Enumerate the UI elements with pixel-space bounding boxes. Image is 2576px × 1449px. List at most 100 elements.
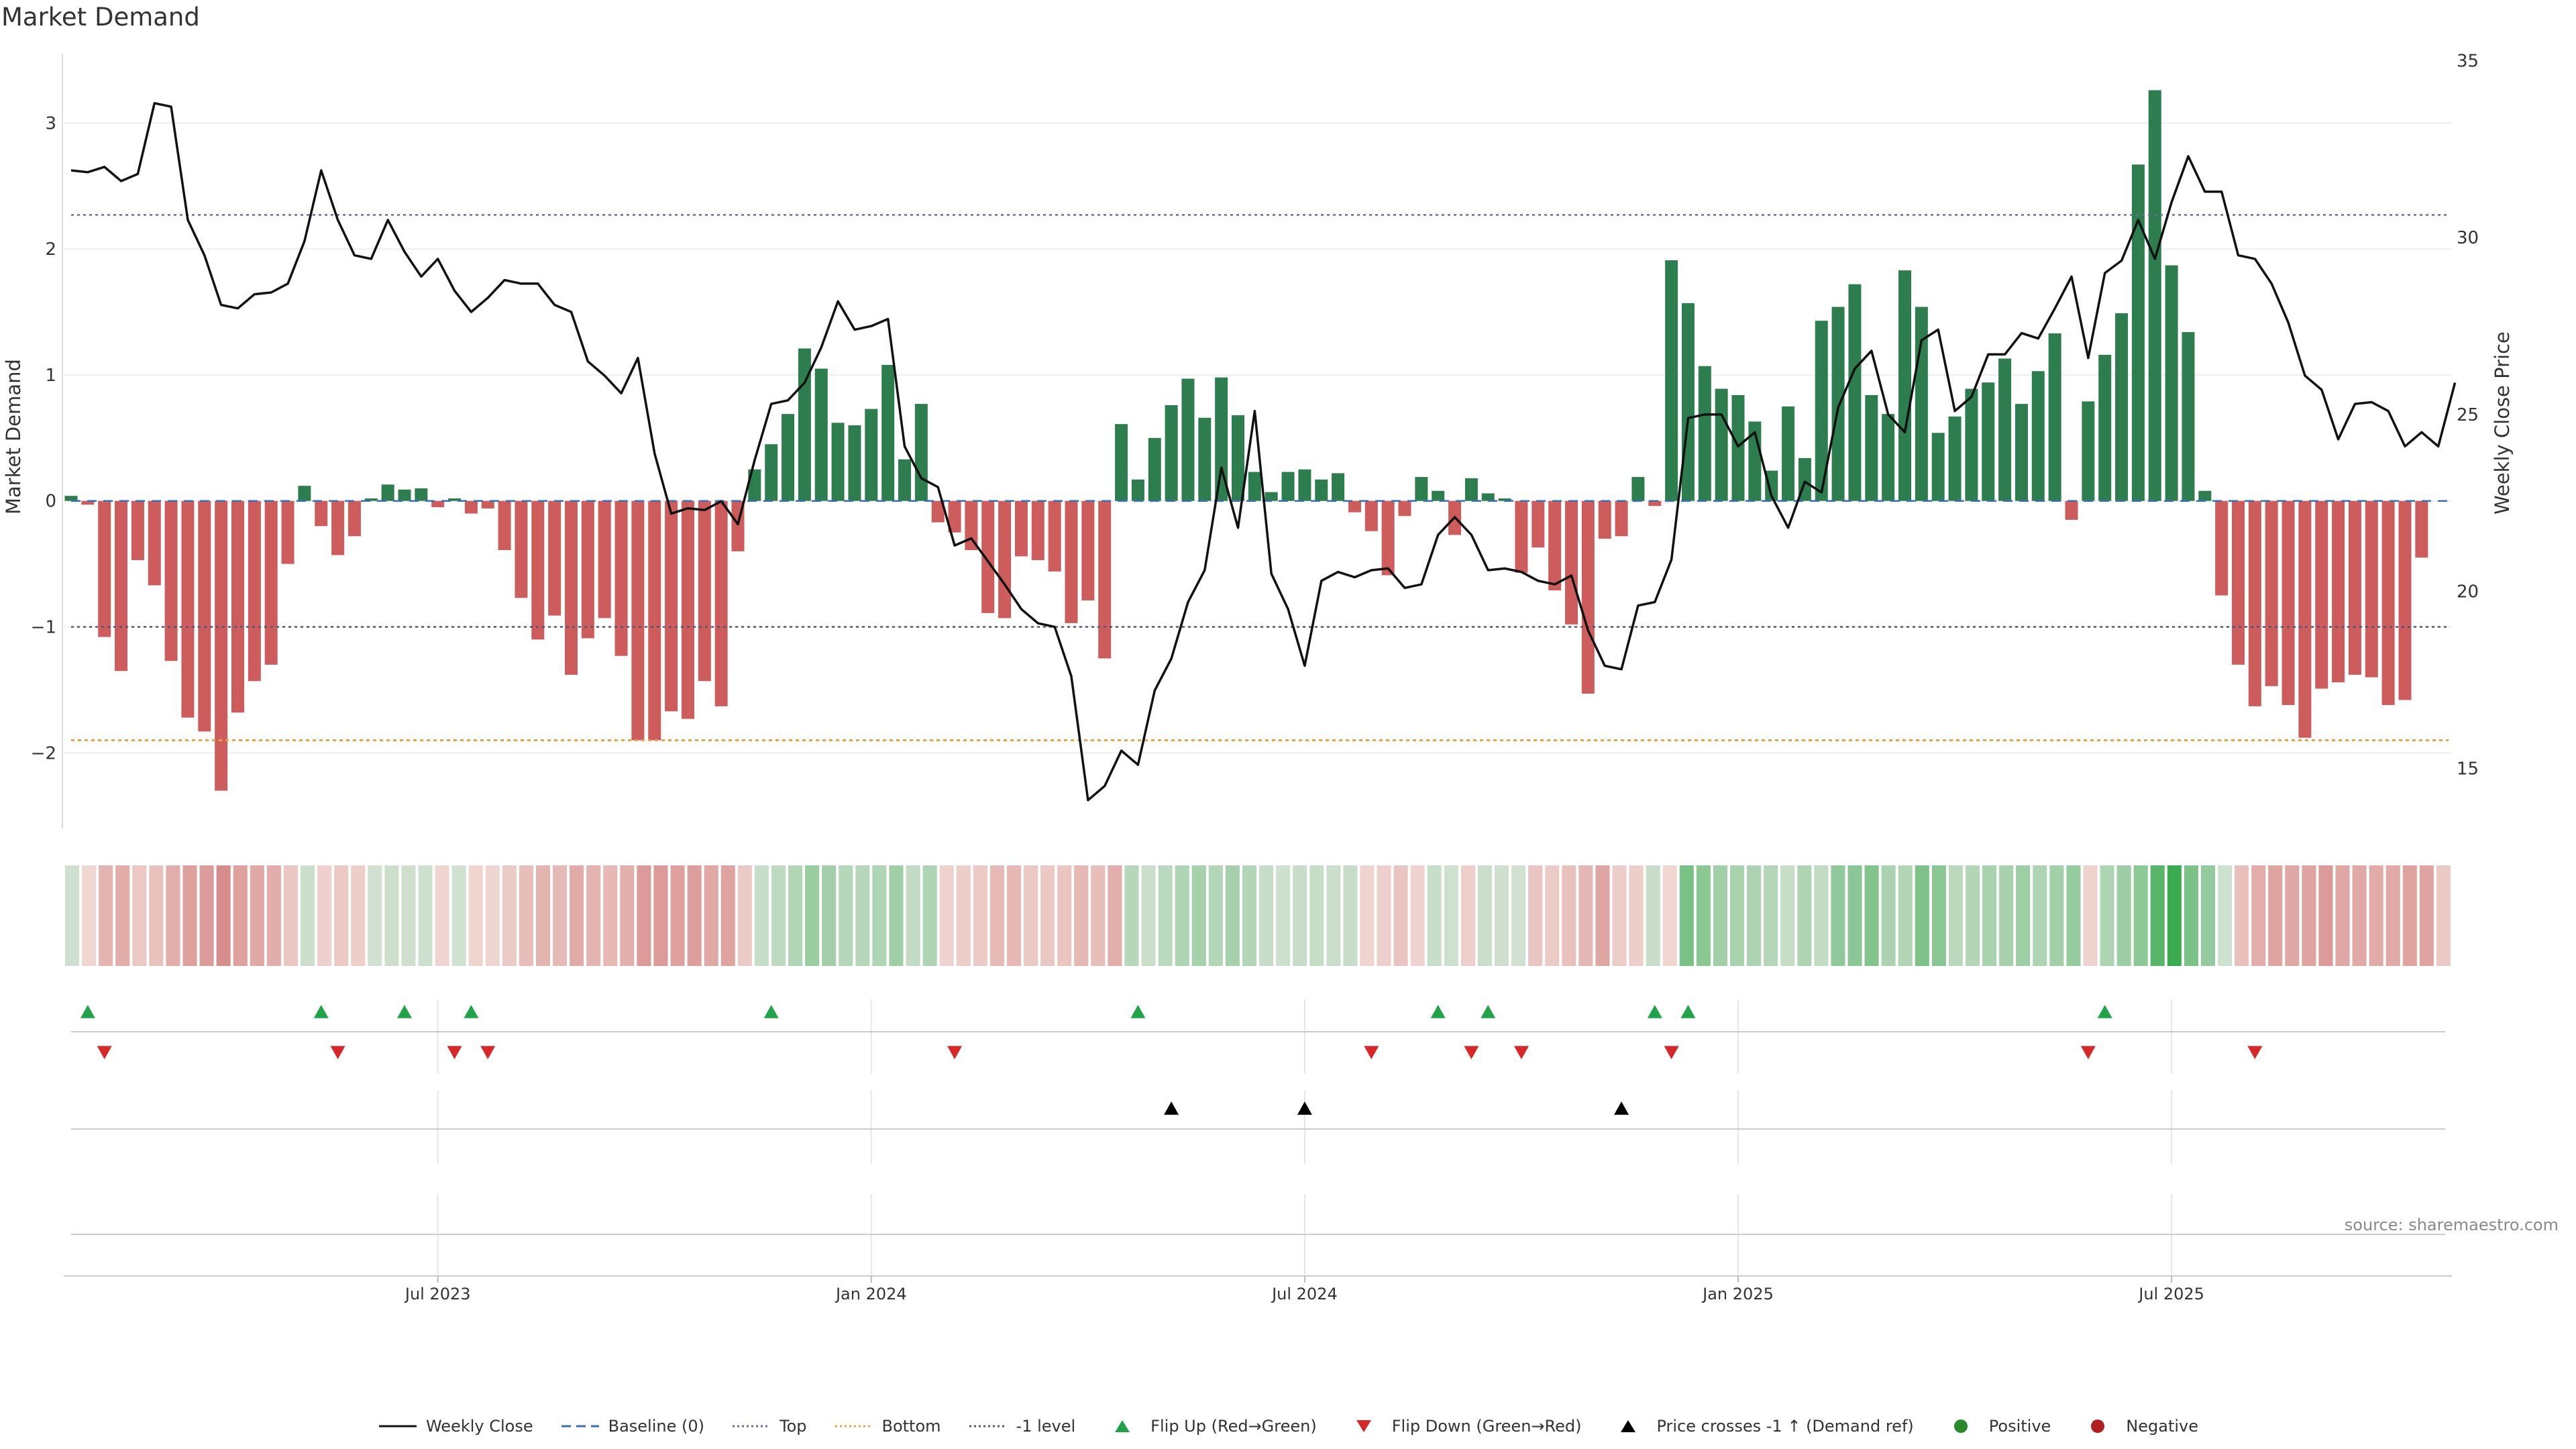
flip-up-marker: [2097, 1005, 2112, 1018]
x-tick-label: Jul 2024: [1271, 1285, 1338, 1303]
demand-bar-negative: [2232, 500, 2245, 665]
demand-heat-cell: [720, 865, 735, 966]
legend-label: Baseline (0): [608, 1417, 704, 1436]
x-tick-label: Jul 2023: [404, 1285, 471, 1303]
demand-bar-negative: [115, 500, 128, 672]
demand-heat-cell: [535, 865, 551, 966]
demand-heat-cell: [788, 865, 803, 966]
demand-bar-positive: [748, 469, 761, 501]
legend-label: Flip Up (Red→Green): [1150, 1417, 1317, 1436]
demand-bar-positive: [1265, 492, 1278, 501]
demand-heat-cell: [822, 865, 837, 966]
demand-bar-negative: [2348, 500, 2361, 675]
demand-heat-cell: [570, 865, 584, 966]
right-axis-title: Weekly Close Price: [2491, 331, 2514, 515]
right-tick-label: 15: [2457, 759, 2479, 779]
demand-bar-positive: [914, 404, 928, 501]
demand-bar-negative: [1031, 500, 1044, 560]
demand-bar-positive: [448, 498, 462, 501]
demand-bar-positive: [1698, 366, 1711, 501]
demand-heat-cell: [1460, 865, 1475, 966]
demand-heat-cell: [1477, 865, 1492, 966]
demand-bar-positive: [1848, 284, 1862, 501]
demand-bar-negative: [347, 500, 361, 537]
demand-bar-negative: [598, 500, 611, 619]
demand-heat-cell: [1343, 865, 1358, 966]
demand-bar-positive: [1765, 470, 1778, 501]
demand-bar-positive: [881, 364, 895, 501]
legend-item: Flip Down (Green→Red): [1344, 1417, 1581, 1436]
demand-heat-cell: [2419, 865, 2434, 966]
demand-bar-positive: [1215, 377, 1228, 501]
left-tick-label: 0: [45, 492, 56, 512]
demand-heat-cell: [115, 865, 130, 966]
flip-up-marker: [397, 1005, 412, 1018]
demand-bar-positive: [814, 368, 828, 501]
demand-heat-cell: [1006, 865, 1022, 966]
demand-heat-cell: [2184, 865, 2198, 966]
x-tick-label: Jan 2025: [1701, 1285, 1774, 1303]
demand-heat-cell: [1965, 865, 1980, 966]
circle-icon: [1941, 1418, 1981, 1434]
demand-heat-cell: [2268, 865, 2283, 966]
legend-label: Bottom: [881, 1417, 941, 1436]
demand-bar-positive: [1665, 260, 1678, 501]
dotted-line-icon: [731, 1418, 771, 1434]
demand-heat-cell: [1982, 865, 1997, 966]
demand-heat-cell: [1024, 865, 1038, 966]
demand-bar-positive: [1432, 490, 1445, 501]
legend-label: Positive: [1988, 1417, 2051, 1436]
demand-heat-cell: [1679, 865, 1694, 966]
demand-bar-positive: [782, 414, 795, 501]
demand-heat-cell: [2318, 865, 2333, 966]
demand-heat-cell: [653, 865, 668, 966]
demand-bar-negative: [581, 500, 594, 639]
demand-heat-cell: [687, 865, 702, 966]
demand-heat-cell: [670, 865, 685, 966]
demand-heat-cell: [2218, 865, 2233, 966]
demand-bar-positive: [1982, 382, 1995, 501]
flip-down-marker: [2247, 1046, 2263, 1059]
demand-bar-positive: [1115, 424, 1128, 501]
demand-heat-cell: [468, 865, 483, 966]
demand-heat-cell: [1276, 865, 1291, 966]
demand-heat-cell: [1225, 865, 1240, 966]
demand-heat-cell: [637, 865, 651, 966]
demand-bar-positive: [1198, 417, 1212, 501]
demand-heat-cell: [216, 865, 231, 966]
demand-bar-positive: [364, 498, 378, 501]
demand-heat-cell: [1898, 865, 1913, 966]
demand-heat-cell: [2083, 865, 2098, 966]
demand-bar-negative: [131, 500, 144, 560]
right-tick-label: 20: [2457, 582, 2479, 602]
demand-heat-cell: [906, 865, 920, 966]
demand-bar-negative: [648, 500, 661, 741]
demand-bar-negative: [948, 500, 961, 533]
chart-legend: Weekly Close Baseline (0) Top Bottom -1 leve…: [0, 1417, 2576, 1436]
demand-bar-positive: [2098, 354, 2112, 501]
flip-down-marker: [480, 1046, 496, 1059]
demand-bar-negative: [148, 500, 161, 586]
demand-heat-cell: [401, 865, 416, 966]
demand-bar-positive: [1165, 405, 1178, 501]
demand-heat-cell: [1208, 865, 1223, 966]
demand-bar-negative: [931, 500, 945, 523]
demand-heat-cell: [2116, 865, 2131, 966]
demand-bar-positive: [1498, 498, 1511, 501]
demand-bar-positive: [1865, 394, 1878, 501]
demand-heat-cell: [939, 865, 954, 966]
demand-bar-positive: [2131, 164, 2145, 501]
demand-heat-cell: [1629, 865, 1644, 966]
demand-heat-cell: [2016, 865, 2031, 966]
demand-heat-cell: [2049, 865, 2064, 966]
flip-up-marker: [1481, 1005, 1496, 1018]
demand-heat-cell: [1595, 865, 1610, 966]
demand-bar-negative: [1065, 500, 1078, 623]
demand-heat-cell: [1040, 865, 1055, 966]
demand-heat-cell: [1528, 865, 1543, 966]
weekly-close-line: [70, 102, 2457, 802]
demand-heat-cell: [2369, 865, 2383, 966]
demand-bar-negative: [2365, 500, 2378, 678]
source-credit: source: sharemaestro.com: [2344, 1216, 2559, 1234]
demand-heat-cell: [1309, 865, 1324, 966]
